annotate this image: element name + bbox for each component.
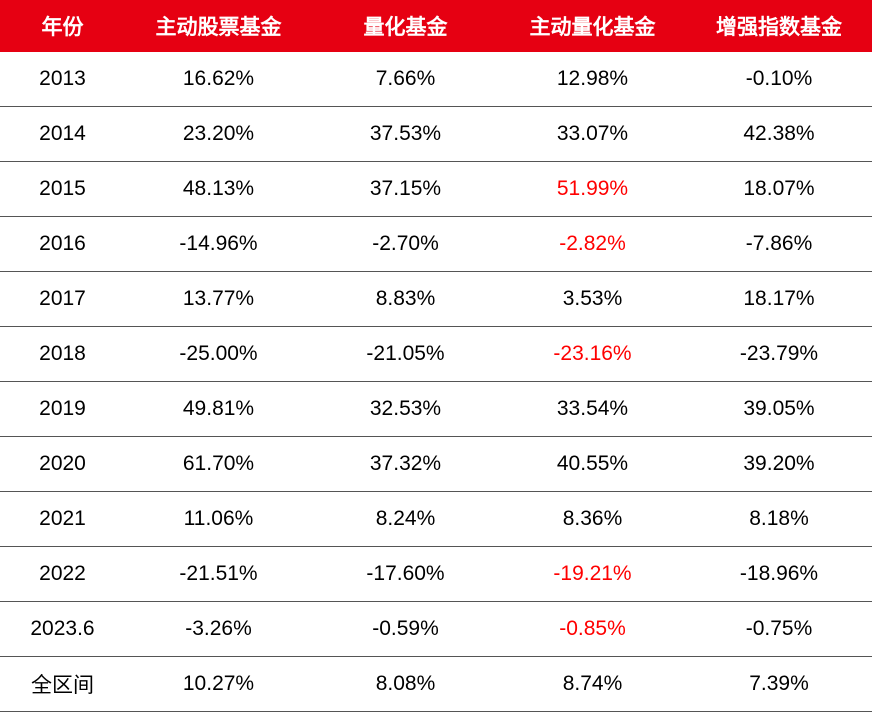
value-cell: 42.38% — [686, 106, 872, 162]
value-cell: 61.70% — [125, 436, 312, 492]
table-row: 2014 23.20% 37.53% 33.07% 42.38% — [0, 106, 872, 162]
table-row: 2020 61.70% 37.32% 40.55% 39.20% — [0, 436, 872, 492]
value-cell: 10.27% — [125, 656, 312, 712]
value-cell: -0.85% — [499, 601, 686, 657]
year-cell: 2013 — [0, 52, 125, 107]
value-cell: 51.99% — [499, 161, 686, 217]
value-cell: 7.39% — [686, 656, 872, 712]
value-cell: 16.62% — [125, 52, 312, 107]
value-cell: 3.53% — [499, 271, 686, 327]
value-cell: -7.86% — [686, 216, 872, 272]
value-cell: -14.96% — [125, 216, 312, 272]
header-cell: 主动量化基金 — [529, 16, 656, 39]
header-cell: 主动股票基金 — [155, 16, 282, 39]
value-cell: -3.26% — [125, 601, 312, 657]
value-cell: 23.20% — [125, 106, 312, 162]
value-cell: 49.81% — [125, 381, 312, 437]
value-cell: 8.18% — [686, 491, 872, 547]
year-cell: 2016 — [0, 216, 125, 272]
value-cell: -23.16% — [499, 326, 686, 382]
value-cell: 8.24% — [312, 491, 499, 547]
table-row: 2021 11.06% 8.24% 8.36% 8.18% — [0, 491, 872, 547]
header-cell: 年份 — [41, 16, 84, 39]
year-cell: 2020 — [0, 436, 125, 492]
value-cell: 8.74% — [499, 656, 686, 712]
value-cell: 33.54% — [499, 381, 686, 437]
value-cell: 37.53% — [312, 106, 499, 162]
value-cell: 40.55% — [499, 436, 686, 492]
value-cell: 18.17% — [686, 271, 872, 327]
value-cell: 13.77% — [125, 271, 312, 327]
year-cell: 2018 — [0, 326, 125, 382]
value-cell: 37.15% — [312, 161, 499, 217]
value-cell: -18.96% — [686, 546, 872, 602]
value-cell: -2.82% — [499, 216, 686, 272]
value-cell: -25.00% — [125, 326, 312, 382]
header-cell: 量化基金 — [363, 16, 448, 39]
value-cell: -0.75% — [686, 601, 872, 657]
value-cell: 18.07% — [686, 161, 872, 217]
value-cell: 33.07% — [499, 106, 686, 162]
year-cell: 2023.6 — [0, 601, 125, 657]
value-cell: 8.36% — [499, 491, 686, 547]
value-cell: 11.06% — [125, 491, 312, 547]
value-cell: -23.79% — [686, 326, 872, 382]
table-row: 2019 49.81% 32.53% 33.54% 39.05% — [0, 381, 872, 437]
value-cell: -0.59% — [312, 601, 499, 657]
value-cell: 32.53% — [312, 381, 499, 437]
value-cell: 39.20% — [686, 436, 872, 492]
table-row: 2013 16.62% 7.66% 12.98% -0.10% — [0, 52, 872, 107]
header-row: 年份 主动股票基金 量化基金 主动量化基金 增强指数基金 — [0, 0, 872, 52]
value-cell: 12.98% — [499, 52, 686, 107]
table-row: 2017 13.77% 8.83% 3.53% 18.17% — [0, 271, 872, 327]
value-cell: 39.05% — [686, 381, 872, 437]
table-row: 2016 -14.96% -2.70% -2.82% -7.86% — [0, 216, 872, 272]
value-cell: -19.21% — [499, 546, 686, 602]
value-cell: -0.10% — [686, 52, 872, 107]
value-cell: 37.32% — [312, 436, 499, 492]
year-cell: 2019 — [0, 381, 125, 437]
value-cell: -21.05% — [312, 326, 499, 382]
table-row: 2018 -25.00% -21.05% -23.16% -23.79% — [0, 326, 872, 382]
year-cell: 2021 — [0, 491, 125, 547]
table-row: 2023.6 -3.26% -0.59% -0.85% -0.75% — [0, 601, 872, 657]
value-cell: -21.51% — [125, 546, 312, 602]
table-row: 2022 -21.51% -17.60% -19.21% -18.96% — [0, 546, 872, 602]
value-cell: 48.13% — [125, 161, 312, 217]
header-cell: 增强指数基金 — [716, 16, 842, 39]
year-cell: 全区间 — [0, 656, 125, 712]
value-cell: -17.60% — [312, 546, 499, 602]
year-cell: 2014 — [0, 106, 125, 162]
table-row: 全区间 10.27% 8.08% 8.74% 7.39% — [0, 656, 872, 712]
value-cell: -2.70% — [312, 216, 499, 272]
value-cell: 8.83% — [312, 271, 499, 327]
table-row: 2015 48.13% 37.15% 51.99% 18.07% — [0, 161, 872, 217]
year-cell: 2022 — [0, 546, 125, 602]
year-cell: 2015 — [0, 161, 125, 217]
value-cell: 8.08% — [312, 656, 499, 712]
value-cell: 7.66% — [312, 52, 499, 107]
year-cell: 2017 — [0, 271, 125, 327]
